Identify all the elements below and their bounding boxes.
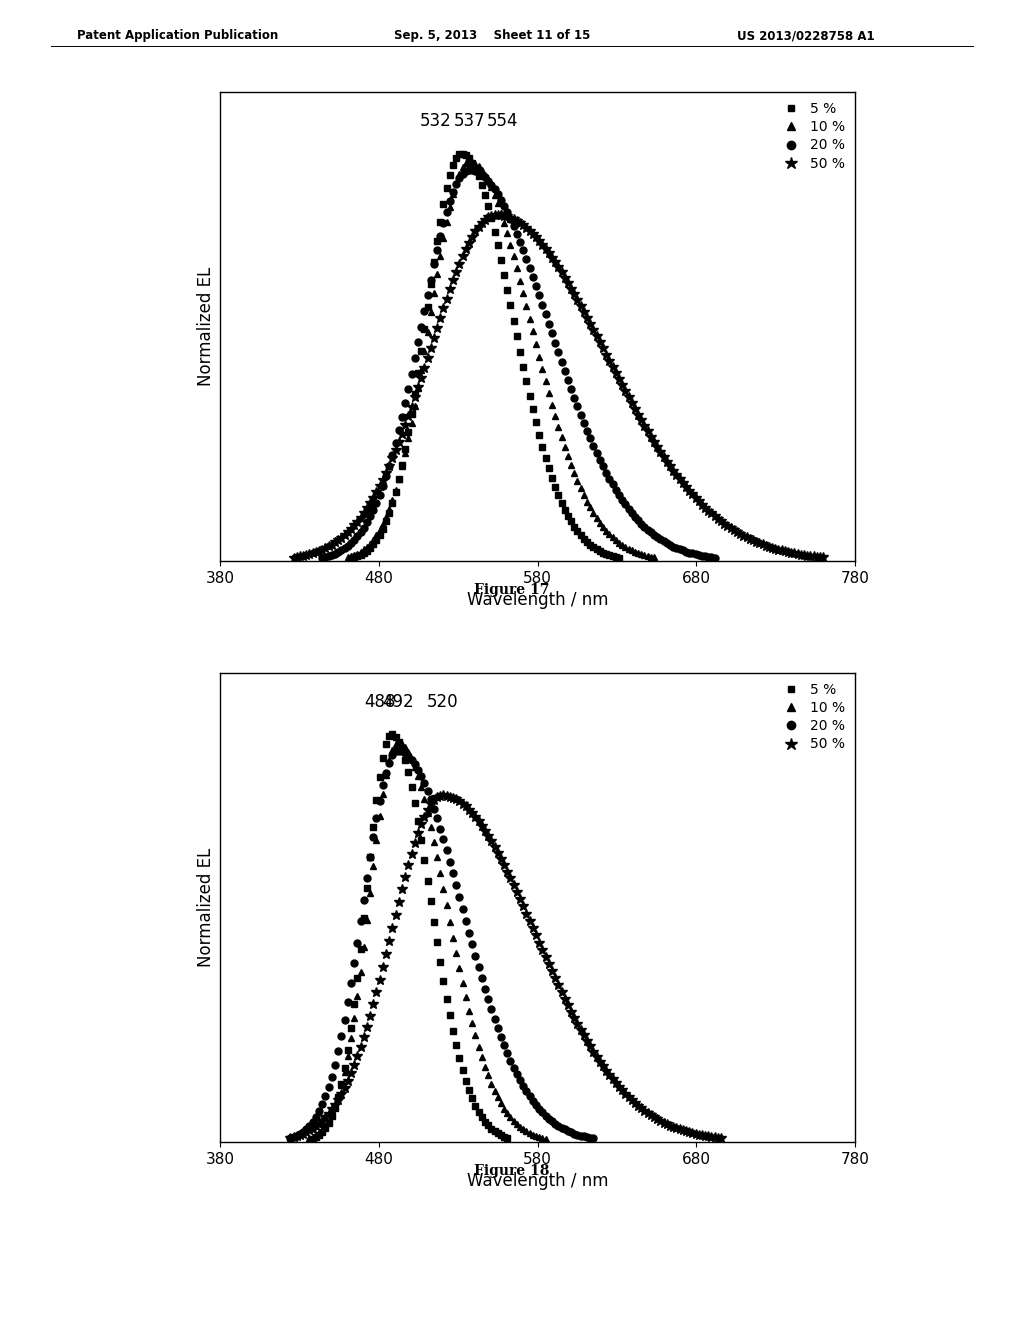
5 % bbox=[406, 779, 418, 795]
5 % bbox=[348, 549, 360, 565]
10 % bbox=[498, 215, 510, 231]
5 % bbox=[306, 1131, 318, 1147]
Text: Sep. 5, 2013    Sheet 11 of 15: Sep. 5, 2013 Sheet 11 of 15 bbox=[394, 29, 591, 42]
20 % bbox=[451, 878, 463, 894]
50 % bbox=[492, 207, 504, 223]
5 % bbox=[501, 1130, 513, 1146]
50 % bbox=[555, 264, 567, 280]
10 % bbox=[520, 298, 532, 314]
50 % bbox=[454, 793, 466, 809]
10 % bbox=[540, 1131, 552, 1147]
X-axis label: Wavelength / nm: Wavelength / nm bbox=[467, 1172, 608, 1191]
5 % bbox=[323, 1115, 335, 1131]
Text: 537: 537 bbox=[454, 112, 485, 129]
5 % bbox=[565, 513, 578, 529]
50 % bbox=[641, 1105, 653, 1121]
5 % bbox=[457, 145, 469, 161]
20 % bbox=[342, 539, 354, 554]
10 % bbox=[342, 549, 354, 565]
Line: 20 %: 20 % bbox=[287, 747, 597, 1142]
Legend: 5 %, 10 %, 20 %, 50 %: 5 %, 10 %, 20 %, 50 % bbox=[774, 99, 848, 173]
20 % bbox=[492, 186, 504, 202]
20 % bbox=[588, 1130, 600, 1146]
Text: 492: 492 bbox=[382, 693, 414, 710]
5 % bbox=[357, 911, 370, 927]
10 % bbox=[501, 1105, 513, 1121]
Text: Patent Application Publication: Patent Application Publication bbox=[77, 29, 279, 42]
Line: 50 %: 50 % bbox=[289, 210, 828, 562]
5 % bbox=[386, 726, 398, 742]
10 % bbox=[392, 735, 404, 751]
20 % bbox=[316, 549, 329, 565]
50 % bbox=[638, 1102, 650, 1118]
5 % bbox=[479, 1114, 492, 1130]
50 % bbox=[475, 215, 487, 231]
Line: 5 %: 5 % bbox=[310, 731, 510, 1142]
5 % bbox=[469, 161, 481, 177]
50 % bbox=[692, 1127, 705, 1143]
20 % bbox=[326, 1069, 338, 1085]
Line: 5 %: 5 % bbox=[351, 150, 622, 561]
50 % bbox=[638, 418, 650, 434]
Line: 10 %: 10 % bbox=[306, 739, 549, 1142]
20 % bbox=[440, 842, 453, 858]
5 % bbox=[612, 549, 625, 565]
50 % bbox=[335, 1086, 347, 1102]
Text: 532: 532 bbox=[420, 112, 452, 129]
50 % bbox=[437, 788, 450, 804]
20 % bbox=[463, 162, 475, 178]
20 % bbox=[392, 743, 404, 759]
10 % bbox=[463, 153, 475, 169]
Line: 20 %: 20 % bbox=[318, 166, 718, 561]
5 % bbox=[482, 198, 495, 214]
20 % bbox=[709, 550, 721, 566]
20 % bbox=[285, 1130, 297, 1146]
50 % bbox=[360, 500, 373, 516]
20 % bbox=[371, 810, 383, 826]
10 % bbox=[648, 549, 660, 565]
Line: 10 %: 10 % bbox=[344, 158, 657, 561]
Y-axis label: Normalized EL: Normalized EL bbox=[197, 847, 215, 968]
10 % bbox=[517, 1122, 529, 1138]
10 % bbox=[485, 1076, 498, 1092]
50 % bbox=[357, 506, 370, 521]
10 % bbox=[351, 545, 364, 561]
5 % bbox=[351, 548, 364, 564]
50 % bbox=[285, 1130, 297, 1146]
20 % bbox=[431, 242, 443, 257]
10 % bbox=[492, 1089, 504, 1105]
5 % bbox=[428, 915, 440, 931]
Y-axis label: Normalized EL: Normalized EL bbox=[197, 267, 215, 387]
50 % bbox=[288, 549, 300, 565]
50 % bbox=[715, 1130, 727, 1146]
20 % bbox=[565, 1125, 578, 1140]
10 % bbox=[422, 323, 434, 339]
5 % bbox=[552, 487, 564, 503]
20 % bbox=[418, 775, 430, 791]
5 % bbox=[345, 1020, 357, 1036]
Text: Figure 18: Figure 18 bbox=[474, 1164, 550, 1179]
20 % bbox=[546, 326, 558, 342]
10 % bbox=[323, 1113, 335, 1129]
50 % bbox=[562, 275, 574, 290]
X-axis label: Wavelength / nm: Wavelength / nm bbox=[467, 591, 608, 610]
5 % bbox=[364, 540, 376, 556]
50 % bbox=[635, 1101, 647, 1117]
10 % bbox=[364, 536, 376, 552]
Line: 50 %: 50 % bbox=[286, 791, 726, 1143]
10 % bbox=[495, 1096, 507, 1111]
Text: 488: 488 bbox=[365, 693, 396, 710]
Text: 520: 520 bbox=[427, 693, 458, 710]
Text: Figure 17: Figure 17 bbox=[474, 583, 550, 598]
20 % bbox=[319, 549, 332, 565]
20 % bbox=[389, 436, 401, 451]
10 % bbox=[303, 1130, 315, 1146]
10 % bbox=[581, 494, 593, 510]
Legend: 5 %, 10 %, 20 %, 50 %: 5 %, 10 %, 20 %, 50 % bbox=[774, 680, 848, 754]
Text: 554: 554 bbox=[487, 112, 518, 129]
50 % bbox=[817, 549, 829, 565]
Text: US 2013/0228758 A1: US 2013/0228758 A1 bbox=[737, 29, 874, 42]
